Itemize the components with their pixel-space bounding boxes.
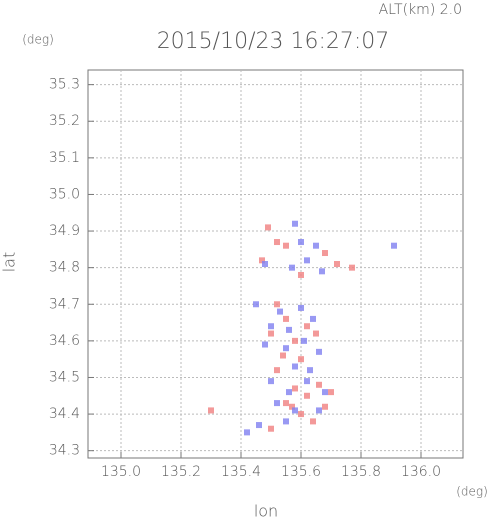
- x-tick-label: 136.0: [401, 464, 441, 480]
- radar-point: [313, 330, 319, 337]
- x-tick-label: 135.6: [281, 464, 321, 480]
- radar-point: [304, 323, 310, 330]
- radar-point: [304, 392, 310, 399]
- radar-point: [292, 363, 298, 370]
- y-tick-label: 35.0: [49, 186, 80, 202]
- radar-point: [304, 257, 310, 264]
- radar-point: [292, 407, 298, 414]
- x-tick-label: 135.0: [101, 464, 141, 480]
- radar-point: [322, 250, 328, 257]
- y-tick-label: 34.5: [49, 369, 80, 385]
- x-tick-label: 135.8: [341, 464, 381, 480]
- radar-point: [316, 407, 322, 414]
- radar-point: [283, 315, 289, 322]
- y-tick-label: 35.2: [49, 113, 80, 129]
- y-tick-label: 34.3: [49, 443, 80, 459]
- radar-point: [319, 268, 325, 275]
- radar-point: [283, 345, 289, 352]
- radar-point: [274, 301, 280, 308]
- radar-point: [253, 301, 259, 308]
- radar-point: [298, 304, 304, 311]
- x-tick-label: 135.4: [221, 464, 261, 480]
- radar-point: [244, 429, 250, 436]
- y-tick-label: 34.6: [49, 333, 80, 349]
- radar-point: [334, 261, 340, 267]
- radar-point: [280, 352, 286, 359]
- chart-title: 2015/10/23 16:27:07: [157, 29, 390, 54]
- y-tick-label: 34.8: [49, 260, 80, 276]
- radar-point: [286, 389, 292, 396]
- radar-point: [328, 389, 334, 396]
- y-tick-label: 35.3: [49, 77, 80, 93]
- y-unit: (deg): [22, 33, 54, 47]
- radar-point: [313, 242, 319, 249]
- radar-point: [298, 356, 304, 363]
- y-tick-label: 34.7: [49, 296, 80, 312]
- radar-point: [208, 407, 214, 414]
- radar-point: [292, 385, 298, 392]
- y-tick-label: 34.9: [49, 223, 80, 239]
- radar-point: [274, 400, 280, 407]
- radar-point: [283, 418, 289, 425]
- radar-point: [322, 389, 328, 396]
- radar-point: [307, 367, 313, 374]
- radar-point: [262, 261, 268, 267]
- radar-point: [298, 271, 304, 278]
- radar-point: [322, 403, 328, 410]
- radar-point: [304, 378, 310, 385]
- y-axis-label: lat: [0, 252, 19, 273]
- radar-point: [277, 308, 283, 315]
- radar-point: [265, 224, 271, 231]
- radar-point: [259, 257, 265, 264]
- radar-point: [310, 418, 316, 425]
- radar-point: [283, 242, 289, 249]
- radar-point: [310, 315, 316, 322]
- altitude-label: ALT(km) 2.0: [379, 2, 462, 18]
- x-tick-label: 135.2: [161, 464, 201, 480]
- x-unit: (deg): [456, 485, 488, 499]
- radar-point: [391, 242, 397, 249]
- radar-point: [274, 239, 280, 246]
- radar-point: [268, 323, 274, 330]
- radar-point: [301, 337, 307, 344]
- radar-point: [289, 264, 295, 271]
- plot-frame: [87, 69, 464, 459]
- radar-point: [292, 220, 298, 227]
- y-tick-label: 34.4: [49, 406, 80, 422]
- radar-point: [274, 367, 280, 374]
- radar-point: [268, 330, 274, 337]
- radar-point: [286, 326, 292, 333]
- radar-point: [316, 381, 322, 388]
- radar-point: [283, 400, 289, 407]
- radar-point: [268, 378, 274, 385]
- radar-point: [292, 337, 298, 344]
- y-tick-label: 35.1: [49, 150, 80, 166]
- x-axis-label: lon: [254, 502, 278, 521]
- radar-point: [268, 425, 274, 432]
- radar-point: [289, 403, 295, 410]
- radar-point: [262, 341, 268, 348]
- radar-point: [316, 348, 322, 355]
- radar-point: [298, 411, 304, 418]
- radar-point: [349, 264, 355, 271]
- radar-point: [298, 239, 304, 246]
- radar-point: [256, 422, 262, 429]
